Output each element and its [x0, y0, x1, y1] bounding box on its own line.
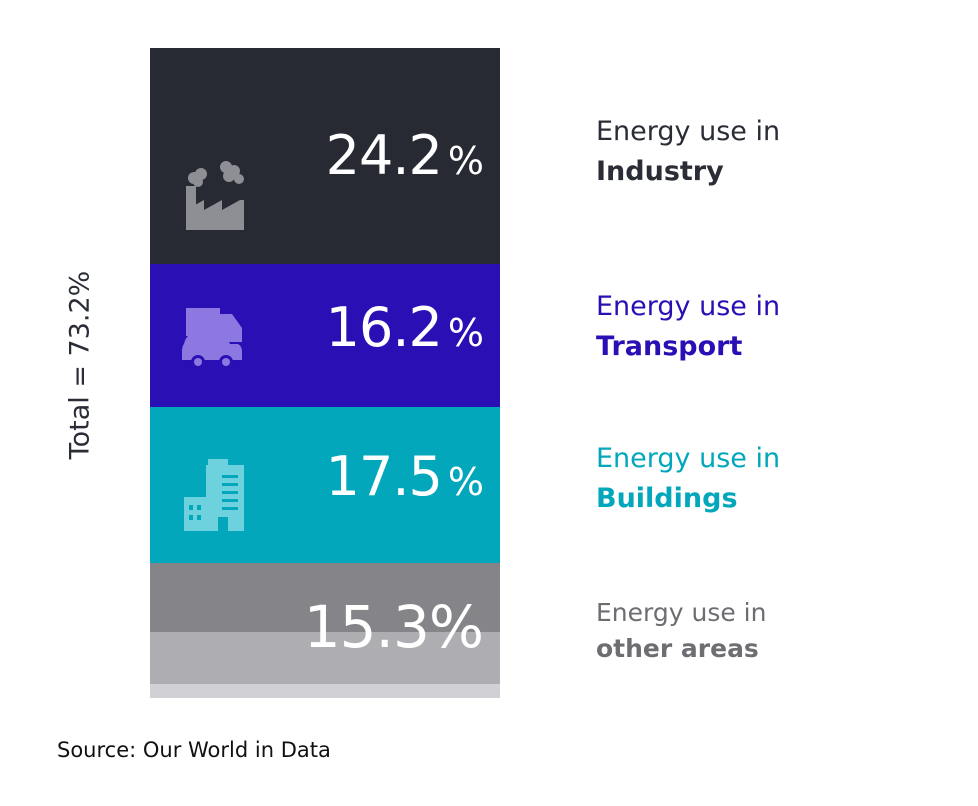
- value-label-buildings: 17.5%: [325, 445, 484, 508]
- other-subband-2: [150, 632, 500, 684]
- value-label-transport: 16.2%: [325, 296, 484, 359]
- vehicles-icon: [182, 308, 242, 369]
- bar-segment-industry: 24.2%: [150, 48, 500, 264]
- legend-label-other: Energy use in other areas: [596, 598, 767, 663]
- legend-label-transport: Energy use in Transport: [596, 291, 781, 362]
- source-note: Source: Our World in Data: [57, 738, 331, 762]
- total-label: Total = 73.2%: [64, 270, 96, 460]
- legend-label-buildings: Energy use in Buildings: [596, 443, 781, 514]
- factory-icon: [186, 161, 244, 230]
- value-label-industry: 24.2%: [325, 124, 484, 187]
- other-subband-3: [150, 684, 500, 698]
- stacked-bar: 24.2% 16.2%: [150, 48, 500, 698]
- buildings-icon: [184, 459, 244, 531]
- other-subband-1: [150, 563, 500, 632]
- bar-segment-transport: 16.2%: [150, 264, 500, 407]
- value-label-other: 15.3%: [303, 593, 484, 661]
- legend-label-industry: Energy use in Industry: [596, 116, 781, 187]
- bar-segment-buildings: 17.5%: [150, 407, 500, 563]
- bar-segment-other: 15.3%: [150, 563, 500, 698]
